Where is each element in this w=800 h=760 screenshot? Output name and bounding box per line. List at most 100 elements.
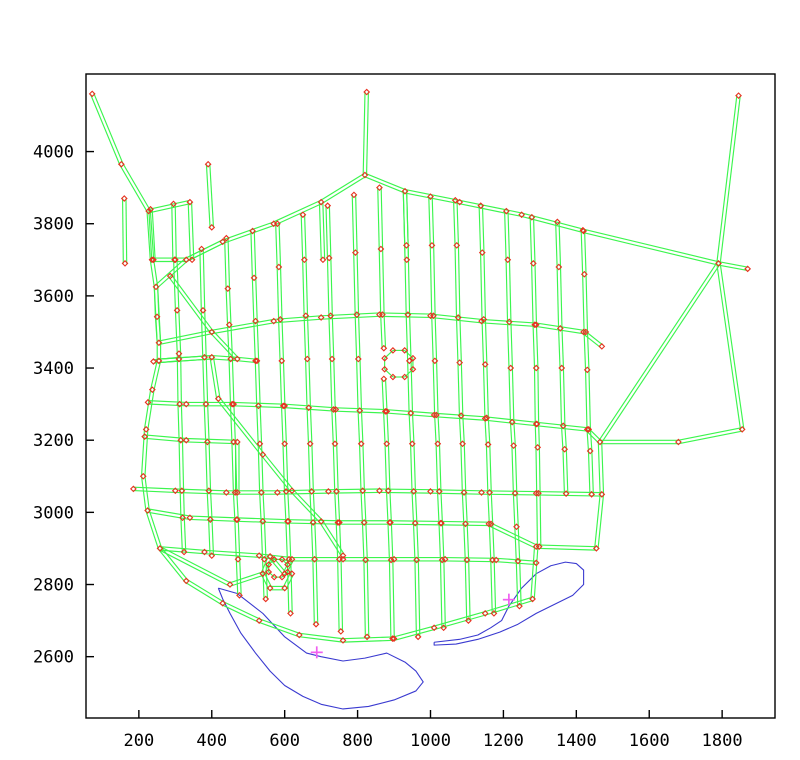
network-link[interactable]: [303, 315, 307, 360]
network-node[interactable]: [430, 624, 438, 632]
network-node[interactable]: [337, 628, 345, 635]
network-link[interactable]: [225, 288, 229, 325]
network-node[interactable]: [381, 354, 389, 362]
network-link[interactable]: [133, 486, 176, 490]
network-link[interactable]: [292, 489, 323, 521]
network-link[interactable]: [535, 447, 538, 494]
network-link[interactable]: [223, 601, 261, 620]
network-node[interactable]: [234, 555, 242, 563]
network-link[interactable]: [583, 228, 720, 263]
network-link[interactable]: [441, 523, 445, 560]
network-link[interactable]: [93, 92, 124, 164]
network-node[interactable]: [389, 373, 397, 381]
network-link[interactable]: [487, 492, 490, 525]
network-node[interactable]: [531, 321, 539, 329]
network-node[interactable]: [451, 196, 459, 204]
network-link[interactable]: [464, 560, 468, 621]
network-link[interactable]: [319, 173, 365, 202]
network-node[interactable]: [596, 438, 604, 446]
network-node[interactable]: [453, 241, 461, 249]
network-node[interactable]: [427, 193, 434, 201]
network-link[interactable]: [361, 522, 365, 561]
network-link[interactable]: [290, 559, 293, 614]
network-node[interactable]: [285, 555, 293, 563]
network-node[interactable]: [260, 555, 268, 563]
network-link[interactable]: [181, 440, 185, 491]
network-node[interactable]: [553, 218, 561, 226]
network-node[interactable]: [150, 256, 157, 264]
network-node[interactable]: [204, 160, 212, 168]
network-link[interactable]: [278, 319, 281, 361]
network-link[interactable]: [351, 194, 355, 253]
network-link[interactable]: [358, 443, 362, 491]
network-node[interactable]: [465, 617, 472, 624]
network-node[interactable]: [233, 355, 241, 363]
network-node[interactable]: [529, 595, 536, 603]
network-link[interactable]: [384, 443, 388, 491]
network-node[interactable]: [360, 519, 368, 526]
network-node[interactable]: [580, 328, 587, 336]
network-link[interactable]: [262, 492, 266, 522]
network-node[interactable]: [408, 440, 416, 448]
network-link[interactable]: [481, 319, 485, 365]
network-link[interactable]: [280, 405, 284, 444]
network-link[interactable]: [534, 263, 538, 325]
network-link[interactable]: [233, 404, 236, 442]
network-link[interactable]: [364, 176, 405, 194]
network-link[interactable]: [223, 224, 275, 244]
network-link[interactable]: [156, 260, 188, 289]
network-link[interactable]: [429, 245, 433, 316]
network-link[interactable]: [282, 360, 286, 406]
network-link[interactable]: [411, 491, 415, 524]
network-link[interactable]: [232, 492, 236, 520]
network-link[interactable]: [212, 330, 239, 359]
network-node[interactable]: [202, 400, 210, 408]
network-node[interactable]: [583, 425, 591, 433]
network-link[interactable]: [387, 443, 391, 491]
network-node[interactable]: [432, 411, 440, 419]
network-link[interactable]: [159, 333, 213, 346]
network-link[interactable]: [229, 404, 233, 443]
network-node[interactable]: [430, 312, 437, 320]
network-node[interactable]: [558, 364, 566, 372]
network-node[interactable]: [148, 256, 156, 264]
network-node[interactable]: [288, 487, 296, 495]
network-link[interactable]: [532, 217, 536, 264]
network-node[interactable]: [249, 227, 256, 235]
network-link[interactable]: [387, 522, 391, 561]
network-link[interactable]: [539, 493, 542, 547]
network-node[interactable]: [282, 488, 290, 495]
network-link[interactable]: [484, 319, 488, 365]
network-link[interactable]: [443, 559, 446, 628]
network-link[interactable]: [413, 443, 417, 492]
network-node[interactable]: [401, 373, 409, 381]
network-link[interactable]: [281, 319, 285, 361]
network-node[interactable]: [257, 489, 265, 496]
network-link[interactable]: [334, 491, 337, 523]
network-node[interactable]: [224, 285, 232, 293]
network-link[interactable]: [380, 314, 383, 349]
network-node[interactable]: [380, 375, 388, 383]
network-node[interactable]: [588, 490, 596, 498]
network-node[interactable]: [145, 207, 153, 215]
network-link[interactable]: [356, 252, 360, 315]
network-node[interactable]: [278, 357, 286, 365]
network-link[interactable]: [414, 559, 417, 637]
network-link[interactable]: [438, 443, 442, 492]
network-node[interactable]: [276, 315, 284, 323]
network-link[interactable]: [531, 263, 534, 325]
network-link[interactable]: [305, 359, 308, 408]
network-link[interactable]: [484, 417, 487, 445]
network-link[interactable]: [384, 378, 388, 412]
network-link[interactable]: [453, 200, 456, 246]
network-link[interactable]: [678, 430, 743, 445]
network-link[interactable]: [555, 221, 558, 268]
network-node[interactable]: [309, 519, 317, 526]
network-link[interactable]: [312, 559, 315, 625]
network-link[interactable]: [409, 443, 413, 492]
network-node[interactable]: [511, 489, 519, 497]
network-node[interactable]: [171, 487, 179, 495]
network-link[interactable]: [263, 572, 273, 588]
network-node[interactable]: [255, 402, 262, 410]
network-link[interactable]: [177, 404, 180, 441]
